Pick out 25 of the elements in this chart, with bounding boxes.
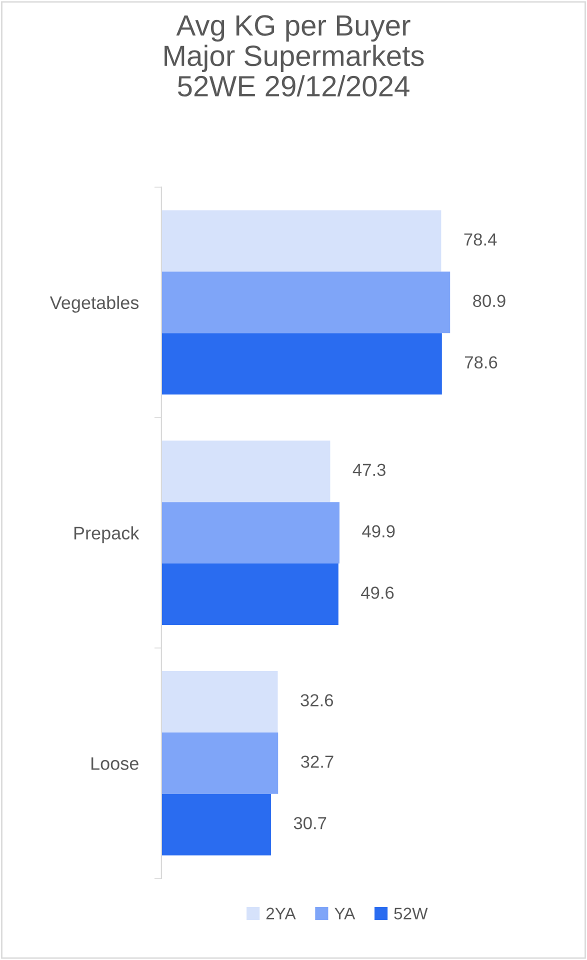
bar [161,564,338,625]
bar [161,272,450,334]
y-tick-label: Loose [91,757,138,770]
legend-label: 52W [394,908,428,920]
data-label: 78.4 [464,233,497,246]
bar [161,732,278,794]
data-label: 78.6 [465,356,498,368]
bar [161,210,442,272]
bar [161,502,340,564]
y-tick-label: Vegetables [50,296,139,313]
data-label: 80.9 [473,294,506,308]
bar [161,440,330,502]
data-label: 32.6 [300,694,334,706]
data-label: 49.9 [362,525,395,538]
bar [161,333,442,395]
data-label: 30.7 [294,817,326,830]
chart-title: Avg KG per Buyer Major Supermarkets 52WE 29/12/2024 [164,15,424,97]
legend-label: 2YA [266,908,296,920]
bar [161,671,278,732]
legend-label: YA [334,908,356,920]
data-label: 49.6 [361,586,394,599]
data-label: 47.3 [352,464,386,476]
y-tick-label: Prepack [74,526,140,544]
data-label: 32.7 [301,756,334,768]
bar [161,794,271,856]
